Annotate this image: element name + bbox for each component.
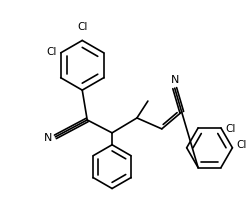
Text: Cl: Cl xyxy=(77,23,87,32)
Text: Cl: Cl xyxy=(224,124,234,134)
Text: N: N xyxy=(170,75,178,85)
Text: Cl: Cl xyxy=(46,47,56,57)
Text: Cl: Cl xyxy=(236,140,246,150)
Text: N: N xyxy=(44,133,52,143)
